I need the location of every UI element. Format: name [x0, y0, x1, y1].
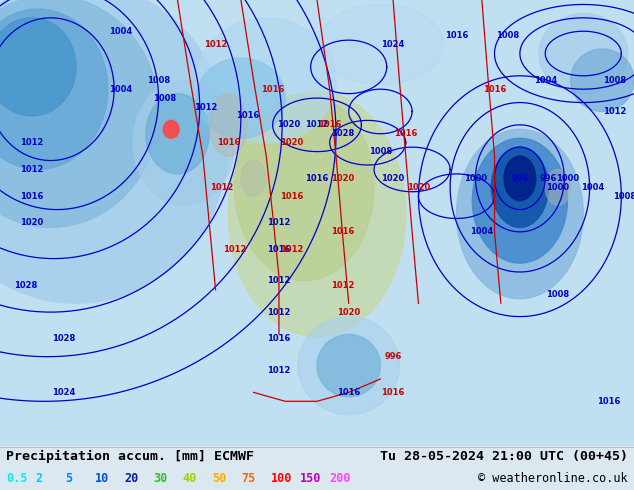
Text: 1020: 1020: [280, 138, 303, 147]
Ellipse shape: [472, 138, 567, 263]
Text: 996: 996: [511, 174, 529, 183]
Text: 1000: 1000: [547, 183, 569, 192]
Text: 1008: 1008: [613, 192, 634, 201]
Text: 1012: 1012: [20, 165, 43, 174]
Text: 1012: 1012: [195, 102, 217, 112]
Text: 20: 20: [124, 472, 138, 486]
Ellipse shape: [0, 18, 76, 116]
Text: 1016: 1016: [331, 227, 354, 236]
Text: 1016: 1016: [261, 85, 284, 94]
Text: 1016: 1016: [318, 121, 341, 129]
Text: 1004: 1004: [109, 85, 132, 94]
Text: 1004: 1004: [581, 183, 604, 192]
Text: 1024: 1024: [52, 388, 75, 397]
Text: 2: 2: [36, 472, 43, 486]
Text: 1016: 1016: [20, 192, 43, 201]
Text: 1016: 1016: [382, 388, 404, 397]
Ellipse shape: [504, 156, 536, 201]
Text: 1016: 1016: [445, 31, 468, 40]
Ellipse shape: [0, 0, 158, 227]
Ellipse shape: [456, 129, 583, 299]
Text: Precipitation accum. [mm] ECMWF: Precipitation accum. [mm] ECMWF: [6, 450, 254, 464]
Ellipse shape: [133, 80, 235, 205]
Text: 1016: 1016: [597, 397, 620, 406]
Text: 100: 100: [271, 472, 292, 486]
Ellipse shape: [571, 49, 634, 112]
Text: 1028: 1028: [331, 129, 354, 138]
Text: 1000: 1000: [556, 174, 579, 183]
Text: 996: 996: [540, 174, 557, 183]
Text: 40: 40: [183, 472, 197, 486]
Text: 1012: 1012: [268, 308, 290, 317]
Ellipse shape: [0, 9, 108, 170]
Ellipse shape: [539, 13, 628, 94]
Text: 1012: 1012: [306, 121, 328, 129]
Text: 1020: 1020: [407, 183, 430, 192]
Ellipse shape: [491, 147, 548, 227]
Ellipse shape: [298, 317, 399, 415]
Text: 1012: 1012: [331, 281, 354, 290]
Ellipse shape: [235, 94, 374, 281]
Ellipse shape: [197, 58, 285, 138]
Text: 1020: 1020: [20, 219, 43, 227]
Ellipse shape: [164, 121, 179, 138]
Text: 1020: 1020: [331, 174, 354, 183]
Text: 1020: 1020: [337, 308, 360, 317]
Text: 0.5: 0.5: [6, 472, 28, 486]
Text: 1028: 1028: [52, 334, 75, 343]
Text: 1020: 1020: [382, 174, 404, 183]
Text: 1016: 1016: [394, 129, 417, 138]
Ellipse shape: [228, 92, 406, 337]
Ellipse shape: [317, 335, 380, 397]
Text: 1004: 1004: [109, 27, 132, 36]
Text: 1016: 1016: [483, 85, 506, 94]
Text: 1000: 1000: [464, 174, 487, 183]
Text: 1008: 1008: [147, 76, 170, 85]
Text: 1012: 1012: [268, 276, 290, 285]
Text: 1008: 1008: [496, 31, 519, 40]
Text: 75: 75: [242, 472, 256, 486]
Text: 10: 10: [94, 472, 109, 486]
Ellipse shape: [0, 0, 228, 303]
Text: 1012: 1012: [268, 366, 290, 374]
Text: 1008: 1008: [369, 147, 392, 156]
Text: 1004: 1004: [470, 227, 493, 236]
Text: 200: 200: [330, 472, 351, 486]
Text: 1016: 1016: [280, 192, 303, 201]
Text: 1012: 1012: [204, 40, 227, 49]
Text: 1008: 1008: [604, 76, 626, 85]
Text: 50: 50: [212, 472, 226, 486]
Text: 150: 150: [301, 472, 321, 486]
Text: 1004: 1004: [534, 76, 557, 85]
Ellipse shape: [197, 18, 336, 143]
Text: © weatheronline.co.uk: © weatheronline.co.uk: [478, 472, 628, 486]
Ellipse shape: [545, 170, 571, 205]
Ellipse shape: [317, 4, 444, 85]
Text: 1012: 1012: [604, 107, 626, 116]
Ellipse shape: [146, 94, 209, 174]
Text: 996: 996: [384, 352, 402, 361]
Text: 30: 30: [153, 472, 167, 486]
Text: 1008: 1008: [547, 290, 569, 299]
Text: 1016: 1016: [217, 138, 240, 147]
Text: Tu 28-05-2024 21:00 UTC (00+45): Tu 28-05-2024 21:00 UTC (00+45): [380, 450, 628, 464]
Ellipse shape: [209, 94, 247, 156]
Text: 1016: 1016: [306, 174, 328, 183]
Text: 1012: 1012: [268, 219, 290, 227]
Text: 1008: 1008: [153, 94, 176, 102]
Text: 1024: 1024: [382, 40, 404, 49]
Text: 1016: 1016: [268, 334, 290, 343]
Text: 1012: 1012: [223, 245, 246, 254]
Text: 1016: 1016: [268, 245, 290, 254]
Text: 1012: 1012: [280, 245, 303, 254]
Ellipse shape: [241, 161, 266, 196]
Text: 1020: 1020: [277, 121, 300, 129]
Text: 1012: 1012: [210, 183, 233, 192]
Text: 1012: 1012: [20, 138, 43, 147]
Text: 5: 5: [65, 472, 72, 486]
Text: 1016: 1016: [236, 111, 259, 121]
Text: 1016: 1016: [337, 388, 360, 397]
Text: 1028: 1028: [14, 281, 37, 290]
